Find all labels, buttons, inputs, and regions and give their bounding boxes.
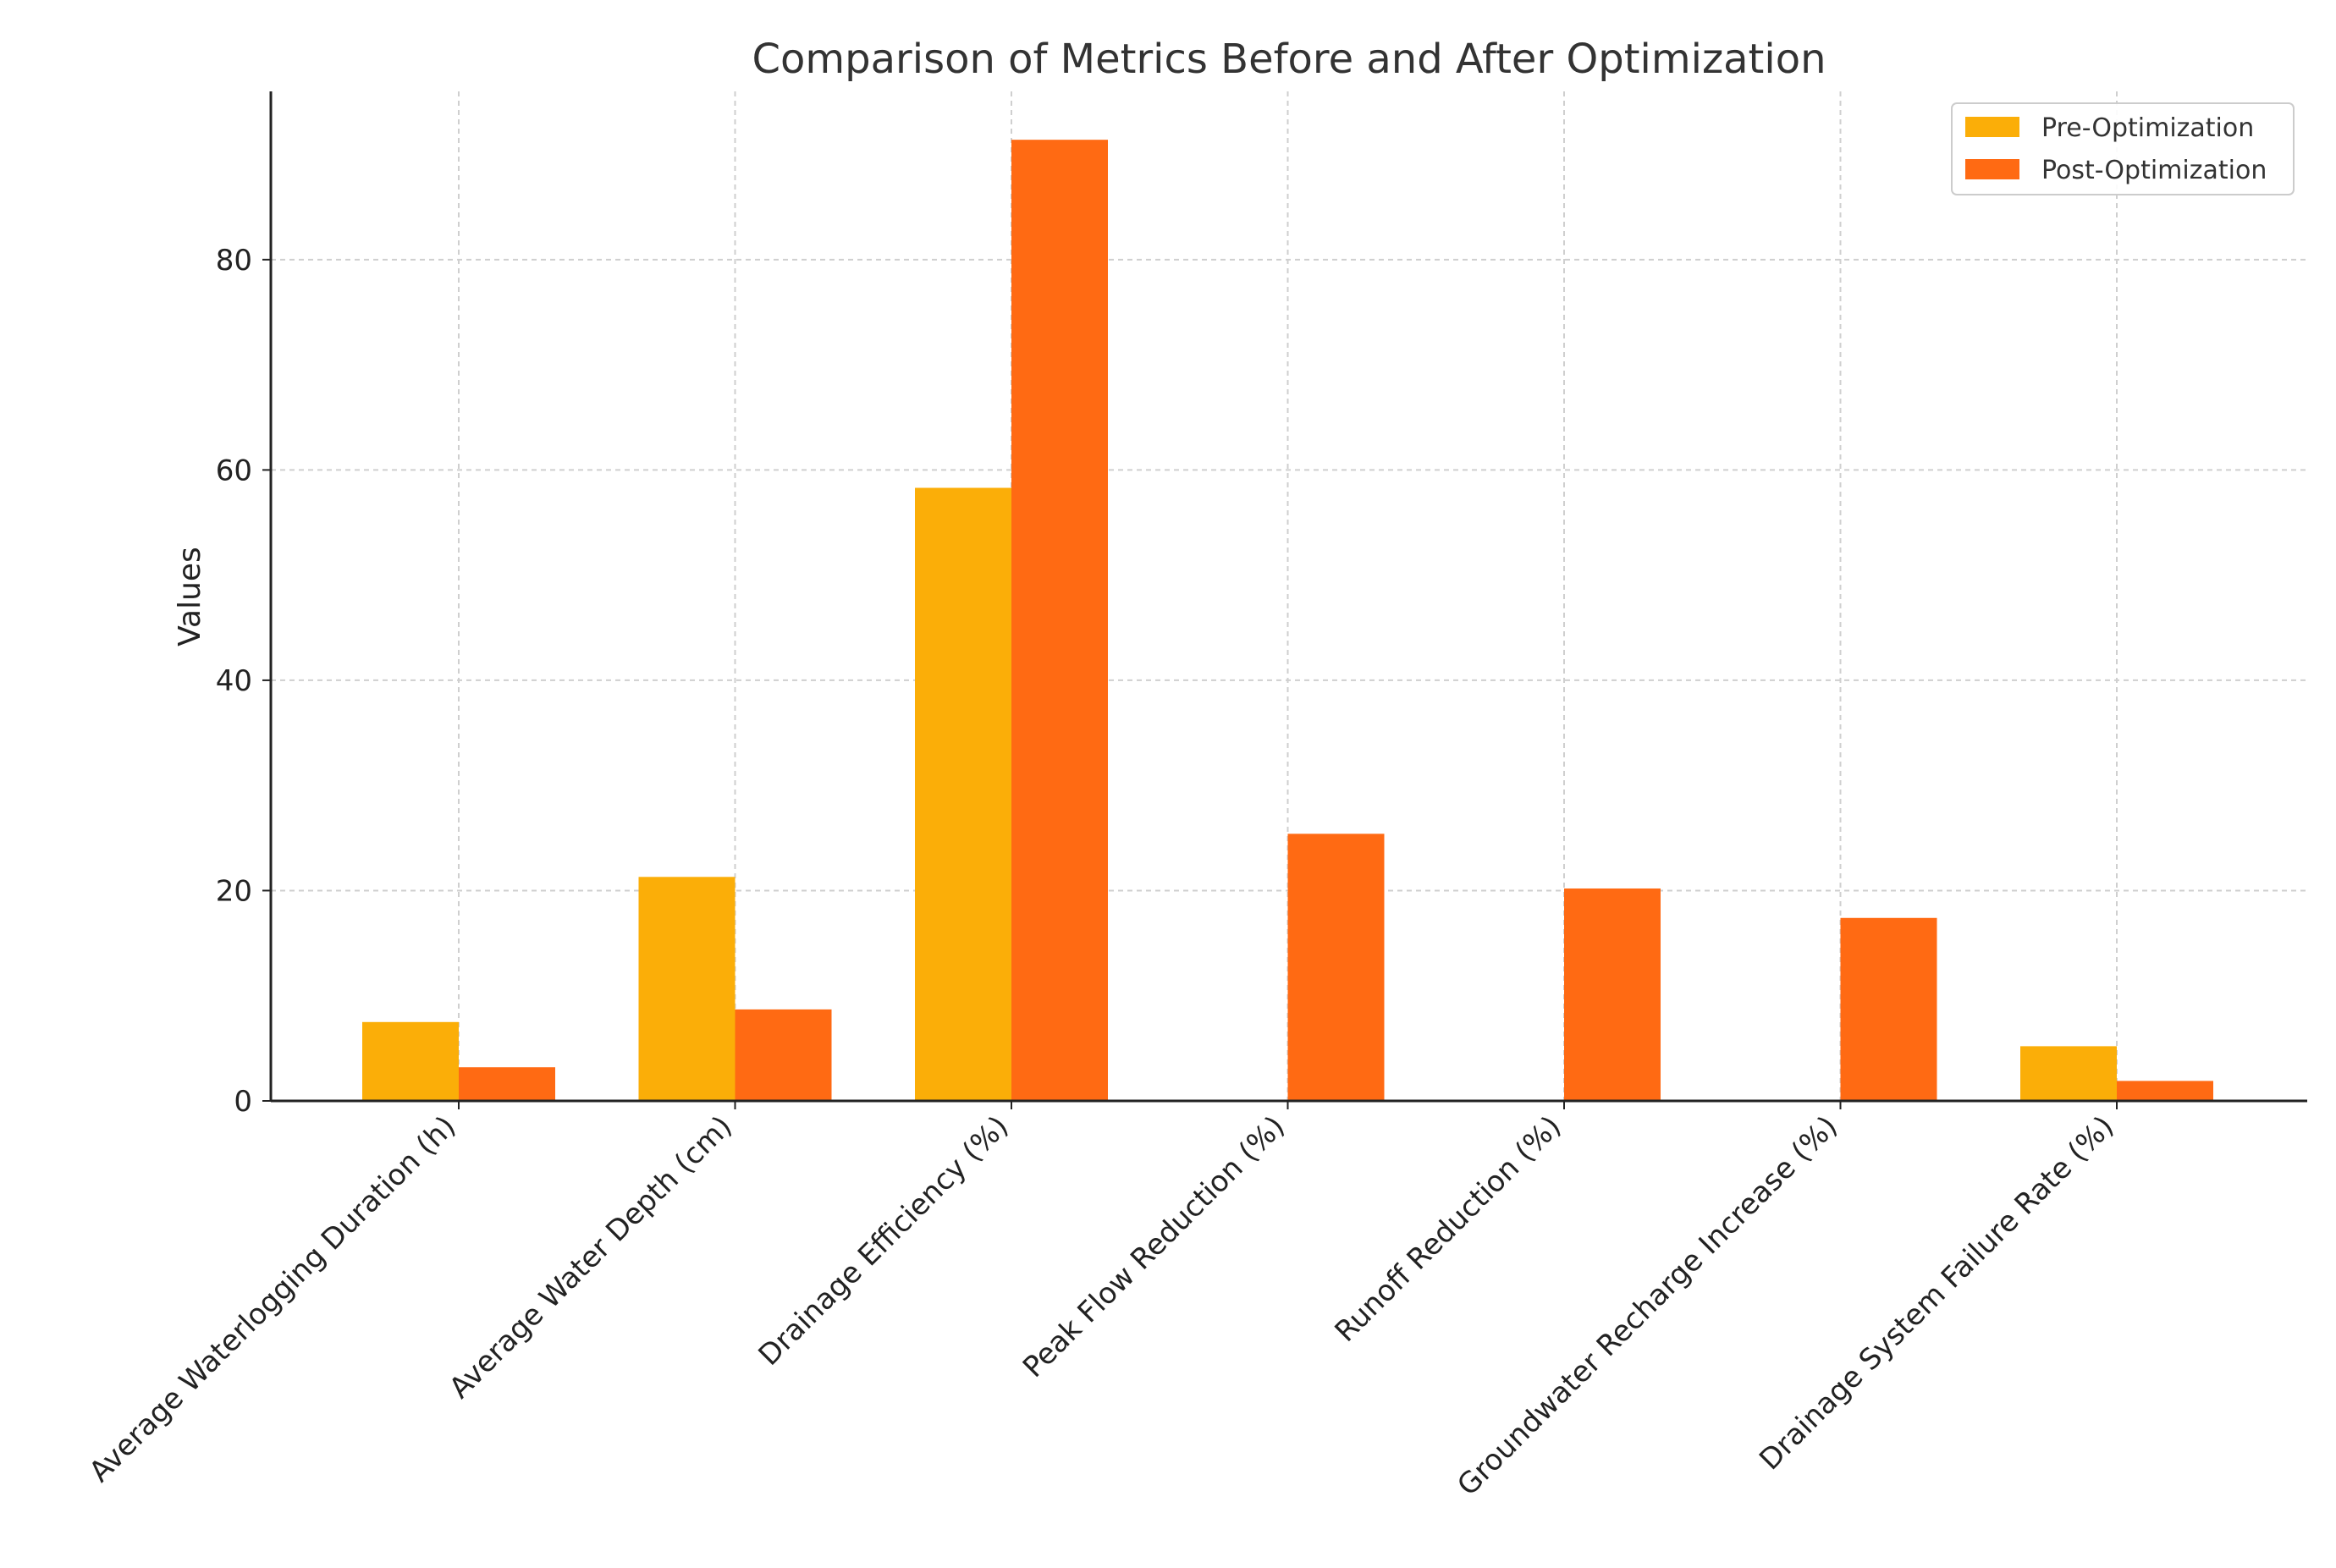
bar-post-optimization-runoff-reduction: [1564, 888, 1661, 1101]
legend-swatch-post-optimization: [1965, 159, 2019, 179]
bar-post-optimization-drainage-efficiency: [1011, 140, 1108, 1102]
y-tick-label: 40: [216, 664, 252, 698]
bar-post-optimization-groundwater-recharge-increase: [1840, 917, 1937, 1101]
legend-label-post-optimization: Post-Optimization: [2041, 156, 2267, 185]
y-tick-label: 0: [234, 1085, 252, 1119]
chart-title: Comparison of Metrics Before and After O…: [752, 36, 1826, 83]
bar-post-optimization-peak-flow-reduction: [1287, 834, 1385, 1101]
legend-frame: [1951, 102, 2295, 195]
bar-pre-optimization-drainage-efficiency: [915, 487, 1011, 1101]
y-axis-label: Values: [173, 547, 207, 646]
legend: Pre-Optimization Post-Optimization: [1951, 102, 2295, 195]
y-tick-label: 20: [216, 874, 252, 908]
bar-pre-optimization-drainage-system-failure-rate: [2020, 1046, 2117, 1101]
y-tick-label: 80: [216, 244, 252, 278]
bar-pre-optimization-average-water-depth-cm: [638, 877, 736, 1101]
bar-post-optimization-average-waterlogging-duration-h: [459, 1067, 555, 1101]
bar-post-optimization-drainage-system-failure-rate: [2117, 1081, 2213, 1101]
y-tick-label: 60: [216, 454, 252, 487]
bar-pre-optimization-average-waterlogging-duration-h: [362, 1021, 459, 1101]
legend-label-pre-optimization: Pre-Optimization: [2041, 113, 2254, 143]
legend-swatch-pre-optimization: [1965, 117, 2019, 137]
bar-post-optimization-average-water-depth-cm: [735, 1009, 832, 1101]
